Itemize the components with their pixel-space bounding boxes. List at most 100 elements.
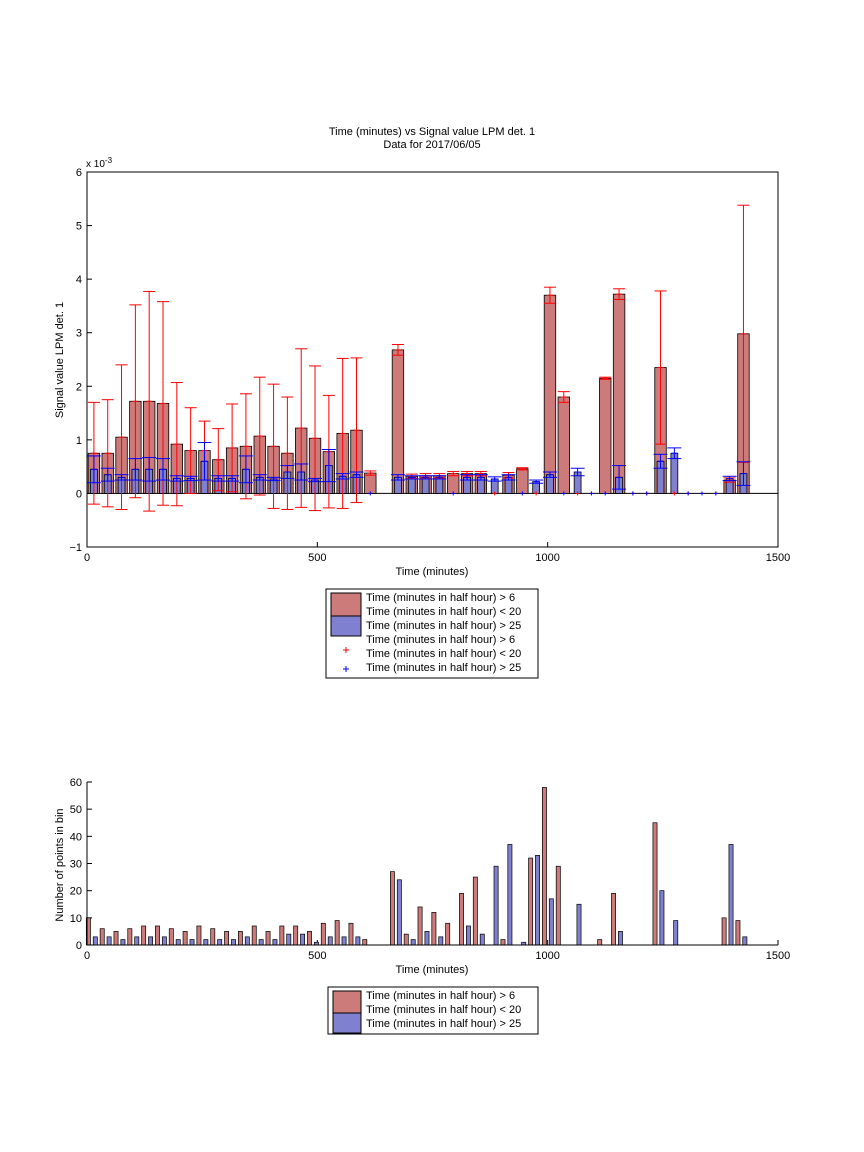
signal-bar-blue <box>407 476 416 494</box>
count-bar-red <box>403 933 409 946</box>
count-bar-red <box>472 876 478 946</box>
signal-chart: Time (minutes) vs Signal value LPM det. … <box>54 126 790 578</box>
error-bar-blue <box>667 447 682 460</box>
y-tick-label: 50 <box>70 804 82 816</box>
count-bar-blue <box>231 939 236 946</box>
count-bar-red <box>293 925 299 946</box>
x-tick-label: 1500 <box>766 552 790 564</box>
legend-entry: Time (minutes in half hour) < 20 <box>366 1004 521 1016</box>
bottom-plot-area: 0 500 1000 1500 0 10 20 30 40 50 60 <box>70 777 790 962</box>
count-bar-red <box>279 925 285 946</box>
error-bar-red <box>543 286 556 304</box>
error-bar-red <box>281 396 294 510</box>
count-bar-red <box>528 857 534 946</box>
error-bar-red <box>101 399 114 508</box>
error-bar-red <box>115 364 128 510</box>
signal-bar-red <box>543 294 557 494</box>
error-bar-blue <box>736 461 751 486</box>
count-bar-red <box>141 925 147 946</box>
count-bar-blue <box>189 939 195 946</box>
count-bar-blue <box>161 936 167 946</box>
y-tick-label: 0 <box>76 940 82 952</box>
count-bar-blue <box>507 844 513 946</box>
count-bar-red <box>542 787 547 946</box>
chart-title: Time (minutes) vs Signal value LPM det. … <box>329 126 535 138</box>
count-bar-blue <box>548 898 554 946</box>
legend-entry: Time (minutes in half hour) > 25 <box>366 662 521 674</box>
legend-entry: Time (minutes in half hour) > 25 <box>366 620 521 632</box>
error-bar-blue <box>390 474 405 481</box>
error-bar-blue <box>630 491 635 496</box>
y-tick-label: 20 <box>70 886 82 898</box>
count-bar-blue <box>341 936 347 946</box>
count-bar-blue <box>244 936 250 946</box>
error-bar-blue <box>169 475 184 482</box>
signal-bar-blue <box>421 476 430 494</box>
error-bar-red <box>737 204 750 463</box>
error-bar-blue <box>460 474 475 481</box>
error-bar-blue <box>404 475 419 480</box>
error-bar-blue <box>542 471 557 478</box>
signal-bar-blue <box>670 452 679 494</box>
count-bar-red <box>500 939 506 946</box>
count-bar-blue <box>300 933 306 946</box>
count-bar-blue <box>92 936 98 946</box>
count-bar-blue <box>355 936 361 946</box>
count-bar-red <box>555 865 561 946</box>
legend-entry: Time (minutes in half hour) < 20 <box>366 648 521 660</box>
signal-bar-red <box>447 473 460 494</box>
y-tick-label: 6 <box>76 167 82 179</box>
x-tick-label: 1000 <box>535 552 559 564</box>
count-bar-blue <box>327 936 333 946</box>
legend-marker-blue-plus <box>343 666 349 672</box>
x-tick-label: 500 <box>308 950 326 962</box>
count-bar-blue <box>618 931 623 946</box>
error-bar-blue <box>321 449 336 483</box>
error-bar-red <box>295 348 308 508</box>
error-bar-blue <box>114 474 129 481</box>
count-bar-red <box>155 925 160 946</box>
y-tick-label: 40 <box>70 831 82 843</box>
bottom-x-axis-label: Time (minutes) <box>396 964 469 976</box>
legend-marker-red-plus <box>343 647 349 653</box>
legend-entry: Time (minutes in half hour) > 6 <box>366 634 515 646</box>
bottom-y-axis-label: Number of points in bin <box>54 808 66 921</box>
error-bar-blue <box>238 455 253 484</box>
error-bar-blue <box>520 491 525 496</box>
error-bar-blue <box>644 491 649 496</box>
count-bar-red <box>445 922 451 946</box>
error-bar-blue <box>432 475 447 480</box>
error-bar-red <box>447 470 460 477</box>
count-bar-blue <box>728 844 734 946</box>
count-bar-blue <box>535 854 540 946</box>
y-tick-label: 10 <box>70 913 82 925</box>
x-tick-label: 0 <box>84 552 90 564</box>
signal-bar-red <box>516 468 529 494</box>
error-bar-blue <box>699 491 704 496</box>
count-bar-blue <box>438 936 444 946</box>
count-bar-blue <box>659 890 665 946</box>
error-bar-blue <box>368 491 373 496</box>
legend-swatch-red <box>330 592 362 617</box>
count-bar-blue <box>258 939 264 946</box>
signal-bar-red <box>599 377 612 494</box>
count-bar-blue <box>410 939 416 946</box>
count-bar-red <box>389 871 395 946</box>
count-bar-red <box>334 920 340 946</box>
count-bar-red <box>251 925 257 946</box>
count-bar-blue <box>479 933 485 946</box>
signal-bar-red <box>391 349 405 494</box>
error-bar-red <box>492 491 497 496</box>
error-bar-blue <box>570 467 585 477</box>
y-tick-label: 4 <box>76 274 82 286</box>
top-axes-frame <box>86 171 779 548</box>
top-x-axis-label: Time (minutes) <box>396 566 469 578</box>
error-bar-blue <box>561 491 566 496</box>
count-bar-blue <box>673 920 679 946</box>
error-bar-blue <box>197 442 212 481</box>
error-bar-red <box>350 357 363 504</box>
x-tick-label: 1000 <box>535 950 559 962</box>
exponent-label: x 10-3 <box>86 156 113 170</box>
count-bar-red <box>307 931 312 946</box>
error-bar-blue <box>418 475 433 480</box>
